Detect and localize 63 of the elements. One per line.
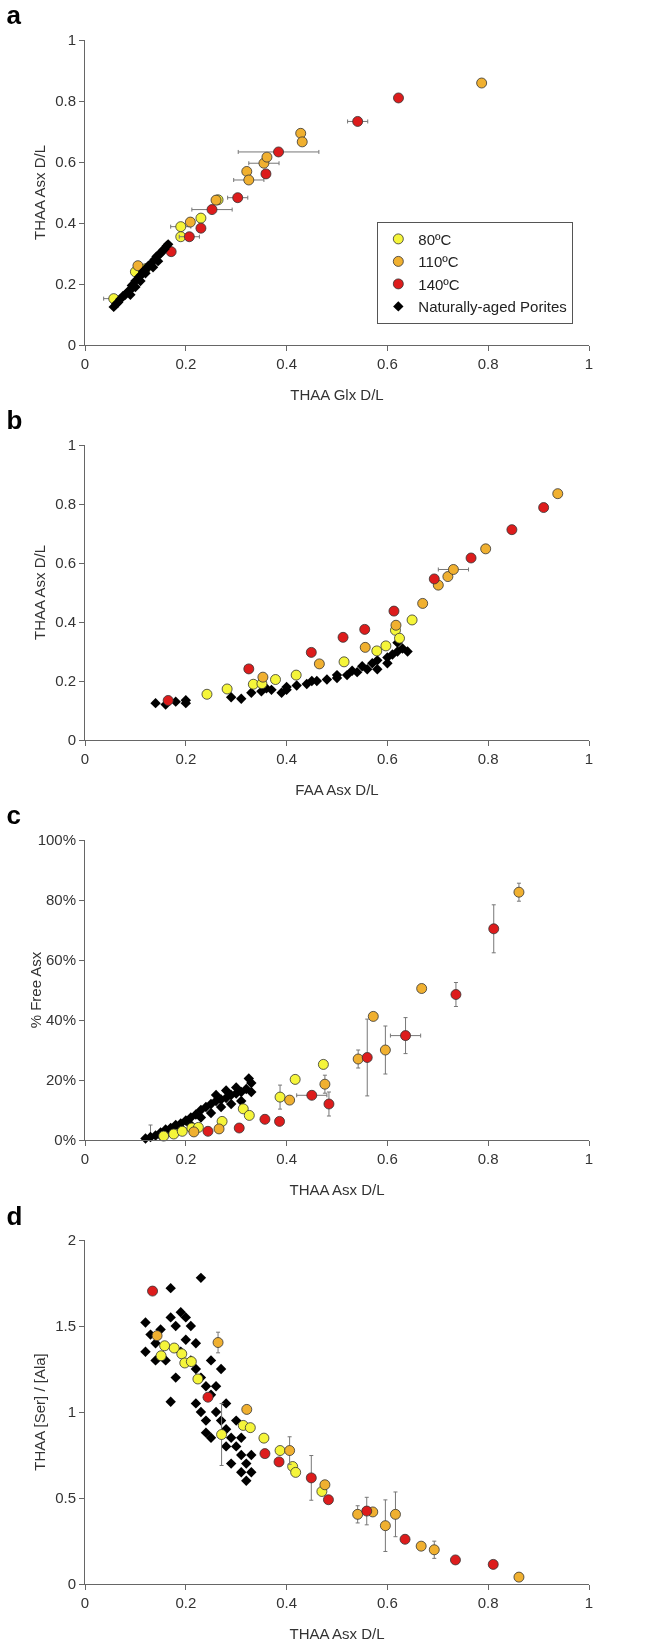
- x-axis-title: FAA Asx D/L: [295, 781, 379, 798]
- x-tick-label: 1: [584, 1594, 594, 1611]
- y-tick-label: 0.2: [55, 275, 76, 293]
- y-tick-label: 0.2: [55, 672, 76, 690]
- x-tick-label: 0.6: [376, 1594, 398, 1611]
- y-tick-label: 0.6: [55, 153, 76, 171]
- chart-title: d: [6, 1200, 23, 1231]
- x-tick-label: 0.2: [175, 750, 197, 767]
- legend-label: Naturally-aged Porites: [418, 298, 567, 316]
- y-axis-title: THAA Asx D/L: [31, 144, 48, 241]
- y-tick-label: 0.4: [55, 613, 76, 631]
- x-tick-label: 0.2: [175, 1594, 197, 1611]
- x-tick-label: 0.4: [276, 1150, 298, 1167]
- y-tick-label: 0: [67, 731, 76, 749]
- y-tick-label: 1.5: [55, 1317, 76, 1335]
- y-tick-label: 1: [67, 436, 76, 454]
- y-axis-title: THAA Asx D/L: [31, 544, 48, 641]
- x-tick-label: 0.4: [276, 1594, 298, 1611]
- chart-title: c: [6, 800, 22, 831]
- y-tick-label: 2: [67, 1231, 76, 1249]
- x-tick-label: 1: [584, 1150, 594, 1167]
- y-tick-label: 0: [67, 1575, 76, 1593]
- y-tick-label: 60%: [45, 951, 76, 969]
- x-axis-title: THAA Glx D/L: [290, 386, 384, 403]
- legend-label: 110ºC: [418, 253, 459, 271]
- y-tick-label: 1: [67, 1403, 76, 1421]
- legend-label: 80ºC: [418, 230, 452, 248]
- x-tick-label: 1: [584, 750, 594, 767]
- y-tick-label: 20%: [45, 1071, 76, 1089]
- y-tick-label: 0.4: [55, 214, 76, 232]
- x-axis-title: THAA Asx D/L: [289, 1625, 385, 1642]
- x-tick-label: 0.6: [376, 355, 398, 372]
- x-tick-label: 0.8: [477, 1594, 499, 1611]
- y-tick-label: 0%: [54, 1131, 76, 1149]
- y-axis-title: % Free Asx: [26, 951, 44, 1029]
- x-tick-label: 0.4: [276, 355, 298, 372]
- y-tick-label: 0.8: [55, 92, 76, 110]
- x-axis-title: THAA Asx D/L: [289, 1181, 385, 1198]
- x-tick-label: 0.6: [376, 750, 398, 767]
- y-axis-title: THAA [Ser] / [Ala]: [31, 1353, 48, 1471]
- y-tick-label: 100%: [37, 831, 76, 849]
- x-tick-label: 0.2: [175, 355, 197, 372]
- x-tick-label: 0.4: [276, 750, 298, 767]
- x-tick-label: 0.2: [175, 1150, 197, 1167]
- chart-title: b: [6, 405, 23, 436]
- y-tick-label: 0.5: [55, 1489, 76, 1507]
- x-tick-label: 0.6: [376, 1150, 398, 1167]
- x-tick-label: 0: [80, 355, 90, 372]
- y-tick-label: 80%: [45, 891, 76, 909]
- x-tick-label: 1: [584, 355, 594, 372]
- x-tick-label: 0.8: [477, 1150, 499, 1167]
- legend-label: 140ºC: [418, 275, 460, 293]
- x-tick-label: 0.8: [477, 355, 499, 372]
- x-tick-label: 0.8: [477, 750, 499, 767]
- x-tick-label: 0: [80, 750, 90, 767]
- x-tick-label: 0: [80, 1150, 90, 1167]
- y-tick-label: 0: [67, 336, 76, 354]
- y-tick-label: 40%: [45, 1011, 76, 1029]
- chart-title: a: [6, 0, 22, 31]
- x-tick-label: 0: [80, 1594, 90, 1611]
- y-tick-label: 0.6: [55, 554, 76, 572]
- y-tick-label: 0.8: [55, 495, 76, 513]
- y-tick-label: 1: [67, 31, 76, 49]
